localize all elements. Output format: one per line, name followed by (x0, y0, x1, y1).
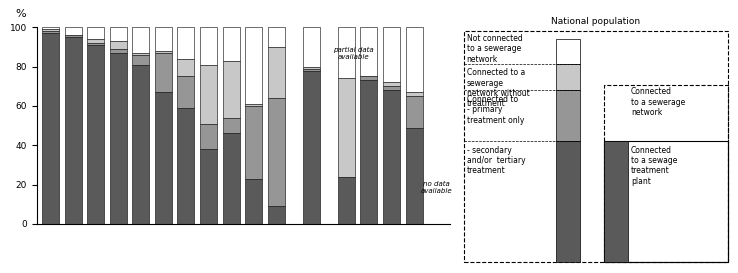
Bar (155, 51, 172, 53)
Bar (223, 61, 240, 118)
Bar (155, 53, 172, 92)
Bar (42, 33, 59, 224)
Bar (303, 27, 320, 67)
Text: Connected
to a sewage
treatment
plant: Connected to a sewage treatment plant (631, 146, 677, 186)
Bar (406, 92, 423, 96)
Bar (200, 149, 217, 224)
Y-axis label: %: % (15, 10, 26, 19)
Bar (383, 86, 400, 90)
Bar (245, 106, 262, 179)
Bar (406, 96, 423, 127)
Bar (132, 27, 149, 53)
Bar (87, 45, 104, 224)
Bar (223, 133, 240, 224)
Text: no data
available: no data available (421, 181, 452, 194)
Bar (155, 92, 172, 224)
Bar (268, 27, 285, 47)
Bar (406, 27, 423, 92)
Bar (200, 124, 217, 149)
Bar (64, 35, 81, 37)
Bar (268, 47, 285, 98)
Text: - secondary
and/or  tertiary
treatment: - secondary and/or tertiary treatment (466, 146, 525, 176)
Bar (223, 27, 240, 61)
Bar (177, 59, 194, 76)
Bar (110, 27, 127, 41)
Bar (245, 179, 262, 224)
Bar (245, 27, 262, 104)
Bar (360, 27, 377, 76)
Bar (64, 27, 81, 35)
Bar (556, 90, 580, 141)
Bar (132, 65, 149, 224)
Bar (383, 27, 400, 82)
Bar (87, 43, 104, 45)
Bar (406, 127, 423, 224)
Bar (223, 118, 240, 133)
Bar (132, 55, 149, 65)
Text: partial data
available: partial data available (333, 47, 373, 60)
Bar (604, 141, 628, 262)
Bar (42, 31, 59, 33)
Bar (110, 41, 127, 49)
Bar (64, 37, 81, 224)
Bar (383, 90, 400, 224)
Bar (200, 27, 217, 65)
Bar (360, 76, 377, 80)
Text: Connected to a
sewerage
network without
treatment: Connected to a sewerage network without … (466, 68, 529, 108)
Text: National population: National population (551, 17, 641, 26)
Bar (132, 53, 149, 55)
Bar (338, 27, 355, 78)
Bar (87, 39, 104, 43)
Bar (303, 70, 320, 224)
Bar (177, 108, 194, 224)
Bar (245, 104, 262, 106)
Bar (268, 206, 285, 224)
Text: Connected to
- primary
treatment only: Connected to - primary treatment only (466, 95, 524, 125)
Bar (360, 80, 377, 224)
Bar (303, 67, 320, 69)
Bar (155, 27, 172, 51)
Bar (338, 78, 355, 177)
Bar (338, 177, 355, 224)
Bar (200, 65, 217, 124)
Bar (87, 27, 104, 39)
Bar (268, 98, 285, 206)
Text: Connected
to a sewerage
network: Connected to a sewerage network (631, 87, 685, 117)
Bar (556, 64, 580, 90)
Text: Not connected
to a sewerage
network: Not connected to a sewerage network (466, 34, 523, 64)
Bar (177, 76, 194, 108)
Bar (110, 49, 127, 53)
Bar (556, 39, 580, 64)
Bar (42, 27, 59, 29)
Bar (110, 53, 127, 224)
Bar (556, 141, 580, 262)
Bar (303, 69, 320, 70)
Bar (42, 29, 59, 31)
Bar (383, 82, 400, 86)
Bar (177, 27, 194, 59)
